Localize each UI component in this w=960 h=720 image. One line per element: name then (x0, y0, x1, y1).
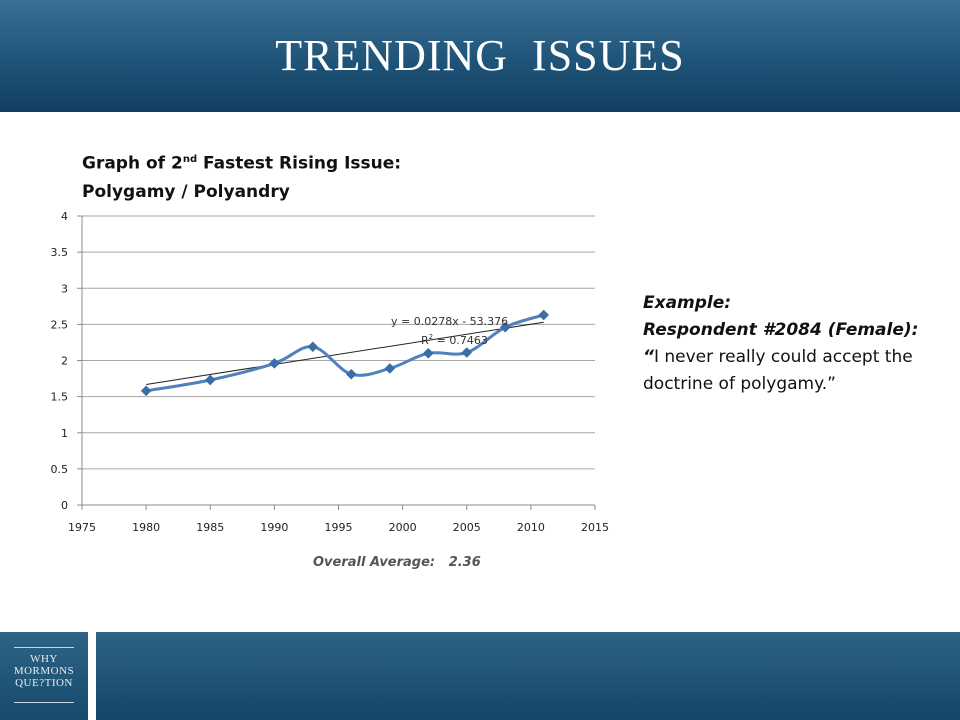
x-tick-label: 2010 (517, 521, 545, 534)
y-tick-label: 2.5 (51, 318, 69, 331)
logo-line-1: WHY (30, 653, 58, 665)
trendline-r2: R2 = 0.7463 (421, 333, 488, 347)
chart-title: Graph of 2nd Fastest Rising Issue: Polyg… (82, 146, 401, 206)
data-point (345, 368, 357, 380)
logo-text: WHY MORMONS QUE?TION (0, 653, 88, 689)
chart-title-line2: Polygamy / Polyandry (82, 181, 290, 202)
y-tick-label: 1 (61, 427, 68, 440)
header-bar: TRENDING ISSUES (0, 0, 960, 112)
data-point (461, 347, 473, 358)
example-respondent: Respondent #2084 (Female): (643, 320, 919, 340)
y-tick-label: 0 (61, 499, 68, 512)
y-tick-label: 3 (61, 282, 68, 295)
quote-text: I never really could accept the doctrine… (643, 347, 913, 394)
x-tick-label: 1990 (260, 521, 288, 534)
chart-tick-labels: 0 0.5 1 1.5 2 2.5 3 3.5 4 1975 1980 1985 1990 1995 200… (51, 210, 610, 534)
overall-average: Overall Average: 2.36 (313, 555, 481, 570)
example-quote: “I never really could accept the doctrin… (643, 344, 943, 398)
logo-top-rule (14, 647, 74, 648)
logo-bottom-rule (14, 702, 74, 703)
x-tick-label: 2015 (581, 521, 609, 534)
logo-line-2: MORMONS (13, 665, 75, 677)
data-point (269, 358, 280, 369)
x-tick-label: 1975 (68, 521, 96, 534)
chart-trendline-group (146, 321, 544, 385)
chart-title-sup: nd (182, 154, 198, 165)
data-point (499, 321, 511, 333)
trendline (146, 321, 544, 385)
chart-grid (82, 215, 595, 470)
chart-title-suffix: Fastest Rising Issue: (197, 153, 402, 174)
data-point (538, 309, 550, 321)
x-tick-label: 1985 (196, 521, 224, 534)
chart-series-group (140, 309, 550, 397)
x-tick-label: 2000 (389, 521, 417, 534)
trendline-equation: y = 0.0278x - 53.376 (391, 315, 508, 328)
y-tick-label: 0.5 (51, 463, 69, 476)
data-point (307, 341, 319, 353)
chart-title-line1: Graph of 2nd Fastest Rising Issue: (82, 146, 401, 178)
example-heading: Example: (643, 293, 732, 313)
data-point (204, 374, 216, 386)
y-tick-label: 3.5 (51, 246, 69, 259)
chart: 0 0.5 1 1.5 2 2.5 3 3.5 4 1975 1980 1985 1990 1995 200… (51, 210, 610, 570)
logo: WHY MORMONS QUE?TION (0, 632, 88, 720)
chart-title-prefix: Graph of 2 (82, 153, 183, 174)
data-point (422, 347, 434, 359)
footer-bar (96, 632, 960, 720)
slide-title: TRENDING ISSUES (275, 31, 685, 80)
chart-axes (77, 215, 596, 510)
y-tick-label: 1.5 (51, 391, 69, 404)
example-text: Example: Respondent #2084 (Female): “I n… (643, 290, 943, 398)
x-tick-label: 1995 (325, 521, 353, 534)
data-point (384, 363, 396, 374)
logo-line-3: QUE?TION (15, 677, 73, 689)
quote-mark: “ (643, 347, 654, 367)
footer: WHY MORMONS QUE?TION (0, 632, 960, 720)
series-line (145, 313, 545, 393)
data-point (140, 385, 152, 397)
y-tick-label: 4 (61, 210, 68, 223)
x-tick-label: 2005 (453, 521, 481, 534)
r2-value: = 0.7463 (433, 334, 488, 347)
x-tick-label: 1980 (132, 521, 160, 534)
r2-label: R (421, 334, 429, 347)
r2-sup: 2 (429, 333, 433, 341)
footer-divider (88, 632, 96, 720)
y-tick-label: 2 (61, 355, 68, 368)
